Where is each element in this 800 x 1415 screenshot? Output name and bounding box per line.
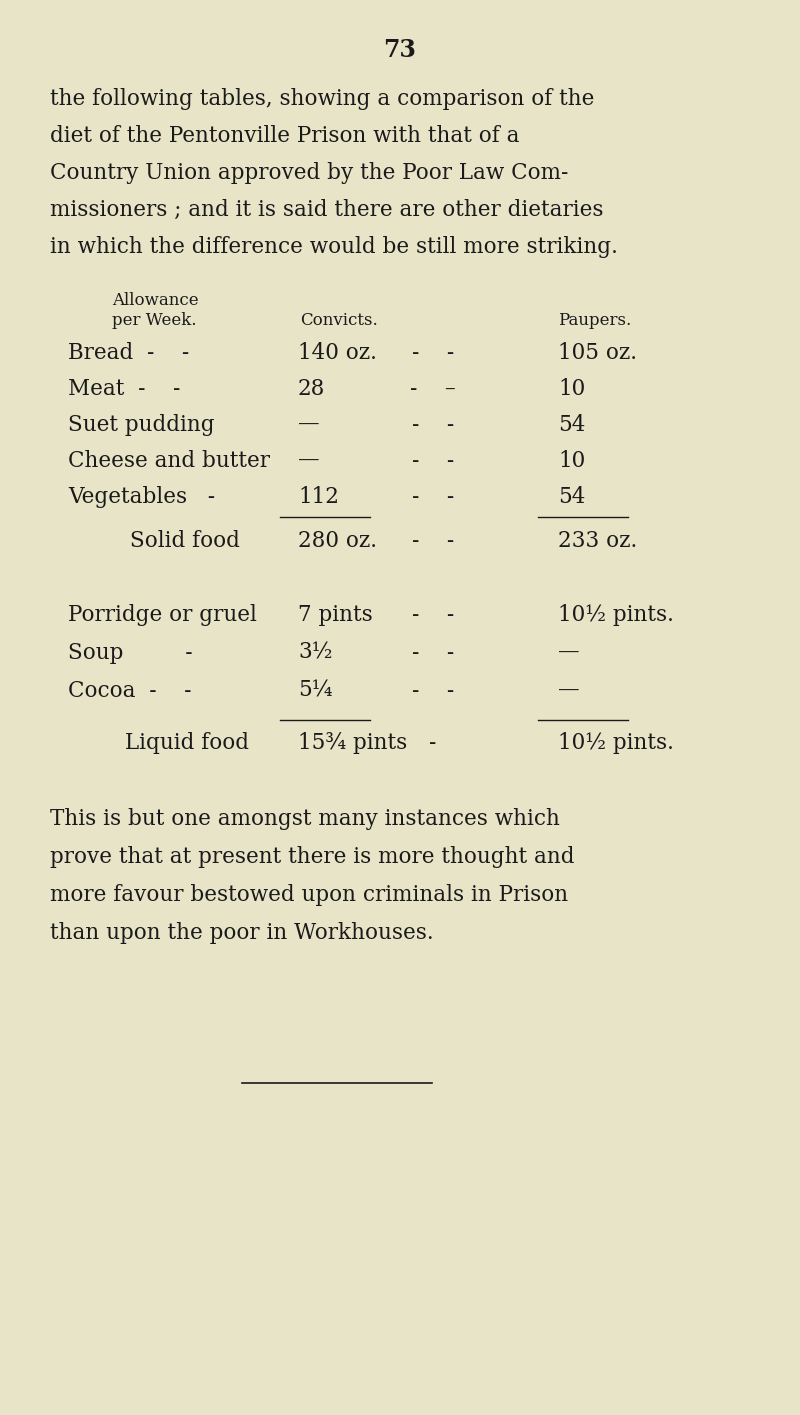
Text: -    -: - - <box>412 531 454 552</box>
Text: 10: 10 <box>558 378 586 400</box>
Text: -: - <box>430 732 437 754</box>
Text: This is but one amongst many instances which: This is but one amongst many instances w… <box>50 808 560 831</box>
Text: Cocoa  -    -: Cocoa - - <box>68 681 191 702</box>
Text: diet of the Pentonville Prison with that of a: diet of the Pentonville Prison with that… <box>50 125 519 147</box>
Text: Meat  -    -: Meat - - <box>68 378 180 400</box>
Text: more favour bestowed upon criminals in Prison: more favour bestowed upon criminals in P… <box>50 884 568 906</box>
Text: Solid food: Solid food <box>130 531 240 552</box>
Text: missioners ; and it is said there are other dietaries: missioners ; and it is said there are ot… <box>50 200 603 221</box>
Text: —: — <box>298 450 320 473</box>
Text: in which the difference would be still more striking.: in which the difference would be still m… <box>50 236 618 258</box>
Text: —: — <box>298 415 320 436</box>
Text: 54: 54 <box>558 485 586 508</box>
Text: than upon the poor in Workhouses.: than upon the poor in Workhouses. <box>50 923 434 944</box>
Text: —: — <box>558 642 580 664</box>
Text: Convicts.: Convicts. <box>300 311 378 330</box>
Text: Soup         -: Soup - <box>68 642 193 664</box>
Text: Vegetables   -: Vegetables - <box>68 485 215 508</box>
Text: Cheese and butter: Cheese and butter <box>68 450 270 473</box>
Text: 10: 10 <box>558 450 586 473</box>
Text: Country Union approved by the Poor Law Com-: Country Union approved by the Poor Law C… <box>50 161 568 184</box>
Text: -    -: - - <box>412 681 454 702</box>
Text: prove that at present there is more thought and: prove that at present there is more thou… <box>50 846 574 867</box>
Text: -    -: - - <box>412 604 454 625</box>
Text: -    -: - - <box>412 342 454 364</box>
Text: 105 oz.: 105 oz. <box>558 342 637 364</box>
Text: per Week.: per Week. <box>112 311 197 330</box>
Text: the following tables, showing a comparison of the: the following tables, showing a comparis… <box>50 88 594 110</box>
Text: 10½ pints.: 10½ pints. <box>558 732 674 754</box>
Text: 54: 54 <box>558 415 586 436</box>
Text: 5¼: 5¼ <box>298 681 333 702</box>
Text: Suet pudding: Suet pudding <box>68 415 214 436</box>
Text: Bread  -    -: Bread - - <box>68 342 190 364</box>
Text: -    -: - - <box>412 415 454 436</box>
Text: 280 oz.: 280 oz. <box>298 531 377 552</box>
Text: 10½ pints.: 10½ pints. <box>558 604 674 625</box>
Text: Allowance: Allowance <box>112 291 198 308</box>
Text: Liquid food: Liquid food <box>125 732 249 754</box>
Text: 15¾ pints: 15¾ pints <box>298 732 407 754</box>
Text: 233 oz.: 233 oz. <box>558 531 638 552</box>
Text: 112: 112 <box>298 485 339 508</box>
Text: -    -: - - <box>412 485 454 508</box>
Text: Paupers.: Paupers. <box>558 311 631 330</box>
Text: 73: 73 <box>383 38 417 62</box>
Text: 3½: 3½ <box>298 642 333 664</box>
Text: -    -: - - <box>412 450 454 473</box>
Text: Porridge or gruel: Porridge or gruel <box>68 604 257 625</box>
Text: 28: 28 <box>298 378 326 400</box>
Text: 140 oz.: 140 oz. <box>298 342 377 364</box>
Text: -    -: - - <box>412 642 454 664</box>
Text: -    –: - – <box>410 378 456 400</box>
Text: —: — <box>558 681 580 702</box>
Text: 7 pints: 7 pints <box>298 604 373 625</box>
